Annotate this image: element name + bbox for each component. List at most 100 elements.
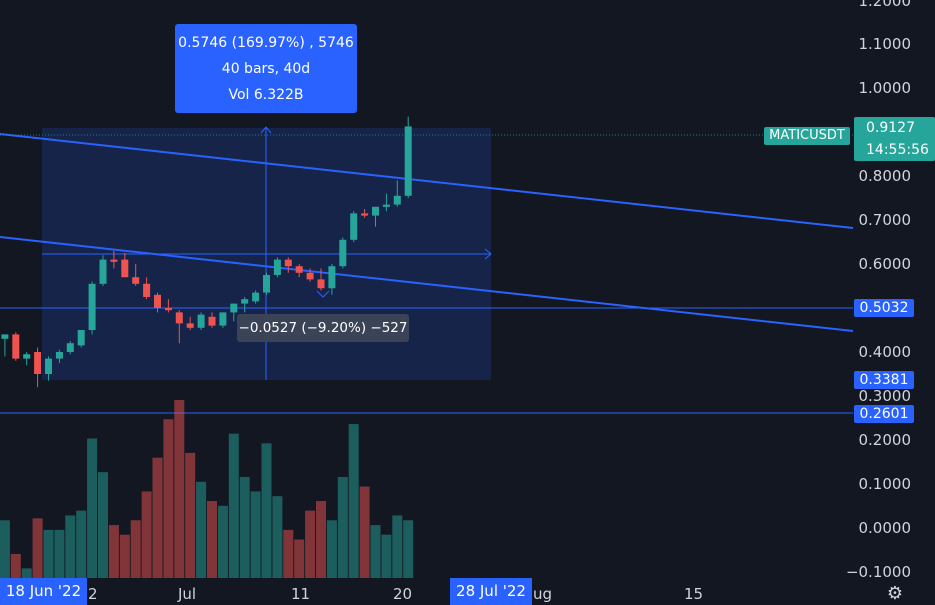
- price-tick: −0.1000: [845, 563, 911, 581]
- measure-change: 0.5746 (169.97%) , 5746: [178, 35, 354, 51]
- volume-bar: [207, 501, 217, 578]
- symbol-label: MATICUSDT: [764, 127, 850, 145]
- volume-bar: [32, 518, 43, 578]
- trendline-lower[interactable]: [0, 236, 854, 332]
- price-tick: 1.2000: [858, 0, 912, 10]
- volume-bar: [130, 520, 141, 578]
- volume-bar: [305, 510, 316, 578]
- candle-body: [12, 334, 20, 359]
- volume-bar: [141, 491, 152, 578]
- measure-arrow-head-up: [260, 126, 272, 134]
- volume-bar: [294, 539, 305, 578]
- candle-body: [175, 312, 183, 324]
- price-label-range-low[interactable]: 0.3381: [854, 371, 914, 389]
- time-tick: 11: [291, 585, 311, 603]
- price-tick: 1.1000: [858, 35, 912, 53]
- price-tick: 0.0000: [858, 519, 912, 537]
- candle-body: [110, 259, 118, 262]
- candle-body: [121, 259, 129, 278]
- candle-body: [372, 206, 379, 216]
- candle-body: [197, 314, 205, 328]
- volume-bar: [272, 496, 283, 578]
- price-tick: 0.2000: [858, 431, 912, 449]
- candle-body: [339, 239, 347, 267]
- time-tick: Jul: [178, 585, 197, 603]
- volume-bar: [76, 510, 87, 578]
- candle-body: [393, 195, 401, 205]
- volume-bar: [381, 534, 392, 578]
- candle-body: [186, 323, 194, 328]
- candle-body: [219, 312, 227, 326]
- candle-body: [230, 303, 238, 313]
- time-tick: 15: [684, 585, 704, 603]
- time-tick: 2: [88, 585, 98, 603]
- candle-body: [317, 279, 325, 289]
- measure-tooltip: 0.5746 (169.97%) , 5746 40 bars, 40d Vol…: [175, 24, 357, 113]
- volume-bar: [337, 476, 348, 578]
- volume-bar: [217, 505, 228, 578]
- price-label-level[interactable]: 0.5032: [854, 299, 914, 317]
- volume-bar: [0, 520, 10, 578]
- candle-body: [404, 126, 412, 196]
- price-tick: 0.7000: [858, 211, 912, 229]
- candle-body: [55, 352, 63, 359]
- price-tick: 0.8000: [858, 167, 912, 185]
- drawdown-tooltip: −0.0527 (−9.20%) −527: [237, 314, 409, 342]
- volume-bar: [283, 529, 294, 578]
- volume-bar: [163, 419, 174, 578]
- volume-bar: [348, 424, 359, 578]
- candle-body: [34, 352, 42, 374]
- volume-bar: [316, 501, 326, 578]
- candle-body: [382, 204, 390, 207]
- candle-body: [88, 283, 96, 330]
- candle-body: [45, 358, 52, 374]
- candle-body: [1, 334, 9, 339]
- volume-bar: [43, 529, 54, 578]
- time-selection-start[interactable]: 18 Jun '22: [0, 578, 87, 605]
- volume-bar: [392, 515, 403, 578]
- price-label-level[interactable]: 0.2601: [854, 405, 914, 423]
- volume-bar: [370, 525, 381, 578]
- volume-bar: [326, 520, 337, 578]
- volume-bar: [65, 515, 76, 578]
- candle-body: [273, 259, 281, 275]
- volume-bar: [108, 525, 119, 578]
- candle-body: [252, 292, 260, 302]
- volume-bar: [250, 491, 261, 578]
- volume-bar: [10, 553, 21, 578]
- time-selection-end[interactable]: 28 Jul '22: [450, 578, 532, 605]
- gear-icon[interactable]: ⚙: [886, 583, 904, 604]
- volume-bar: [261, 443, 272, 578]
- measure-volume: Vol 6.322B: [228, 87, 304, 103]
- volume-bar: [87, 438, 98, 578]
- time-tick: ug: [533, 585, 553, 603]
- candle-body: [23, 354, 31, 359]
- volume-bar: [359, 486, 370, 578]
- volume-bar: [196, 481, 207, 578]
- volume-bar: [403, 520, 414, 578]
- price-tick: 0.6000: [858, 255, 912, 273]
- candle-body: [77, 330, 85, 346]
- candle-body: [132, 277, 140, 284]
- price-tick: 0.1000: [858, 475, 912, 493]
- last-price-value: 0.9127: [866, 120, 915, 136]
- candle-body: [143, 283, 151, 297]
- candle-body: [263, 275, 270, 293]
- trendline-upper[interactable]: [0, 133, 854, 229]
- volume-bar: [185, 452, 196, 578]
- volume-bar: [228, 433, 239, 578]
- volume-bar: [119, 534, 130, 578]
- candle-body: [295, 266, 303, 273]
- candle-body: [328, 266, 336, 289]
- volume-bar: [174, 400, 185, 578]
- candle-body: [284, 259, 292, 267]
- measure-bars: 40 bars, 40d: [221, 61, 311, 77]
- last-price-label: 0.9127 14:55:56: [854, 117, 935, 161]
- candle-body: [306, 272, 314, 280]
- price-tick: 0.3000: [858, 387, 912, 405]
- candle-body: [241, 299, 249, 304]
- measure-arrow-head-right: [484, 248, 492, 260]
- volume-bar: [21, 568, 32, 578]
- drawdown-arrow-head: [316, 290, 330, 298]
